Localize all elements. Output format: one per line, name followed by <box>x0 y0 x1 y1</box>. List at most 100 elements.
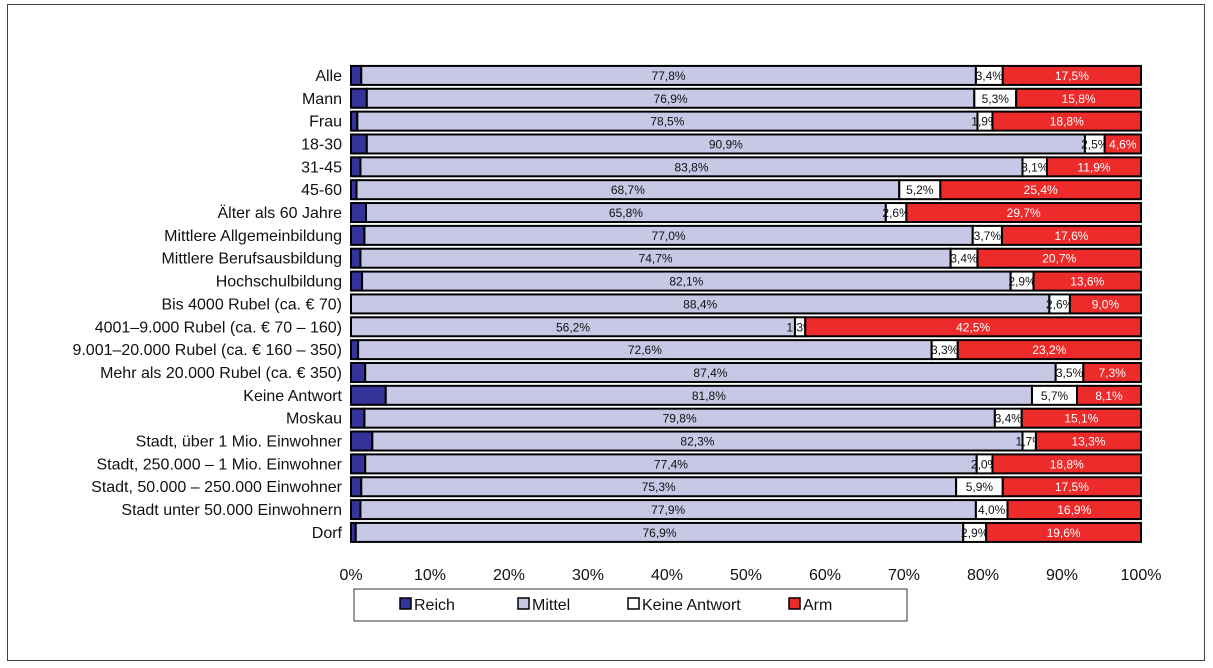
bar-reich-7 <box>350 202 368 224</box>
legend-swatch-arm <box>788 597 801 610</box>
category-label-18: Stadt, 250.000 – 1 Mio. Einwohner <box>97 456 343 473</box>
bar-arm-19 <box>1001 476 1142 498</box>
chart-frame: 77,8% 3,4% 17,5% 76,9% 5,3% 15,8% 78,5% 1,9% 18,… <box>7 4 1205 661</box>
category-label-7: Älter als 60 Jahre <box>217 204 342 222</box>
data-label-arm-19: 17,5% <box>1055 480 1089 494</box>
data-label-keine-antwort-11: 2,6% <box>1046 297 1074 311</box>
bar-reich-19 <box>350 476 363 498</box>
data-label-mittel-15: 81,8% <box>692 389 726 403</box>
data-label-arm-4: 4,6% <box>1109 137 1137 151</box>
category-label-14: Mehr als 20.000 Rubel (ca. € 350) <box>100 365 342 382</box>
legend-label-arm: Arm <box>803 597 832 614</box>
data-label-mittel-14: 87,4% <box>693 366 727 380</box>
data-label-arm-17: 13,3% <box>1071 435 1105 449</box>
bar-arm-4 <box>1103 133 1143 155</box>
data-label-arm-3: 18,8% <box>1050 115 1084 129</box>
data-label-keine-antwort-15: 5,7% <box>1041 389 1069 403</box>
data-label-arm-16: 15,1% <box>1064 412 1098 426</box>
bar-arm-6 <box>939 179 1143 201</box>
data-label-mittel-19: 75,3% <box>642 480 676 494</box>
bar-arm-18 <box>991 453 1142 475</box>
data-label-mittel-1: 77,8% <box>652 69 686 83</box>
data-label-arm-21: 19,6% <box>1047 526 1081 540</box>
bar-reich-18 <box>350 453 367 475</box>
data-label-arm-6: 25,4% <box>1024 183 1058 197</box>
category-label-1: Alle <box>315 68 342 85</box>
category-label-10: Hochschulbildung <box>216 274 342 291</box>
data-label-mittel-9: 74,7% <box>639 252 673 266</box>
data-label-mittel-18: 77,4% <box>654 457 688 471</box>
category-label-13: 9.001–20.000 Rubel (ca. € 160 – 350) <box>72 342 342 359</box>
x-tick-label-8: 70% <box>888 567 920 584</box>
data-label-mittel-8: 77,0% <box>652 229 686 243</box>
data-label-mittel-11: 88,4% <box>683 297 717 311</box>
bar-reich-17 <box>350 430 374 452</box>
x-tick-label-1: 0% <box>339 567 362 584</box>
data-label-arm-2: 15,8% <box>1062 92 1096 106</box>
x-tick-label-9: 80% <box>967 567 999 584</box>
data-label-keine-antwort-14: 3,5% <box>1056 366 1084 380</box>
category-label-20: Stadt unter 50.000 Einwohnern <box>121 502 342 519</box>
data-label-arm-10: 13,6% <box>1070 275 1104 289</box>
bar-reich-5 <box>350 156 362 178</box>
data-label-mittel-3: 78,5% <box>650 115 684 129</box>
data-label-mittel-7: 65,8% <box>609 206 643 220</box>
bar-arm-16 <box>1020 407 1143 429</box>
x-tick-label-6: 50% <box>730 567 762 584</box>
data-label-mittel-16: 79,8% <box>663 412 697 426</box>
category-label-5: 31-45 <box>301 159 342 176</box>
bar-reich-13 <box>350 339 360 361</box>
bar-arm-12 <box>804 316 1142 338</box>
data-label-keine-antwort-16: 3,4% <box>995 412 1023 426</box>
bar-reich-10 <box>350 270 364 292</box>
x-tick-label-2: 10% <box>414 567 446 584</box>
category-label-12: 4001–9.000 Rubel (ca. € 70 – 160) <box>95 319 342 336</box>
x-tick-label-4: 30% <box>572 567 604 584</box>
bar-reich-16 <box>350 407 366 429</box>
stacked-bar-chart: 77,8% 3,4% 17,5%76,9% 5,3% 15,8%78,5% 1,9% 18,… <box>72 64 1161 622</box>
data-label-keine-antwort-8: 3,7% <box>974 229 1002 243</box>
bar-arm-5 <box>1045 156 1142 178</box>
data-label-keine-antwort-4: 2,5% <box>1081 137 1109 151</box>
x-tick-label-5: 40% <box>651 567 683 584</box>
data-label-mittel-10: 82,1% <box>669 275 703 289</box>
bar-arm-15 <box>1076 384 1143 406</box>
bar-arm-2 <box>1015 87 1142 109</box>
data-label-arm-20: 16,9% <box>1057 503 1091 517</box>
x-tick-label-10: 90% <box>1046 567 1078 584</box>
data-label-arm-7: 29,7% <box>1007 206 1041 220</box>
category-label-19: Stadt, 50.000 – 250.000 Einwohner <box>91 479 343 496</box>
data-label-mittel-5: 83,8% <box>674 160 708 174</box>
category-label-2: Mann <box>302 91 342 108</box>
category-label-15: Keine Antwort <box>243 388 342 405</box>
bar-reich-9 <box>350 247 362 269</box>
category-label-4: 18-30 <box>301 136 342 153</box>
data-label-keine-antwort-1: 3,4% <box>976 69 1004 83</box>
bar-arm-8 <box>1000 224 1143 246</box>
data-label-arm-13: 23,2% <box>1032 343 1066 357</box>
x-axis-ticks: 0% 10% 20% 30% 40% 50% 60% 70% 80% 90% 100% <box>339 567 1161 584</box>
category-label-9: Mittlere Berufsausbildung <box>161 251 342 268</box>
data-label-keine-antwort-7: 2,6% <box>882 206 910 220</box>
legend-swatch-keine-antwort <box>627 597 640 610</box>
legend-label-reich: Reich <box>414 597 455 614</box>
data-label-mittel-13: 72,6% <box>628 343 662 357</box>
legend-label-mittel: Mittel <box>532 597 570 614</box>
bar-arm-7 <box>905 202 1142 224</box>
bar-reich-4 <box>350 133 368 155</box>
data-label-mittel-20: 77,9% <box>651 503 685 517</box>
legend-label-keine-antwort: Keine Antwort <box>642 597 741 614</box>
bar-arm-21 <box>985 521 1142 543</box>
bar-reich-8 <box>350 224 366 246</box>
bar-arm-11 <box>1068 293 1143 315</box>
legend-swatch-reich <box>399 597 412 610</box>
data-label-keine-antwort-20: 4,0% <box>978 503 1006 517</box>
category-label-3: Frau <box>309 114 342 131</box>
bar-arm-17 <box>1034 430 1143 452</box>
bar-arm-1 <box>1001 64 1142 86</box>
data-label-keine-antwort-6: 5,2% <box>906 183 934 197</box>
data-label-mittel-4: 90,9% <box>709 137 743 151</box>
data-label-keine-antwort-9: 3,4% <box>950 252 978 266</box>
data-label-arm-15: 8,1% <box>1095 389 1123 403</box>
legend-swatch-mittel <box>517 597 530 610</box>
